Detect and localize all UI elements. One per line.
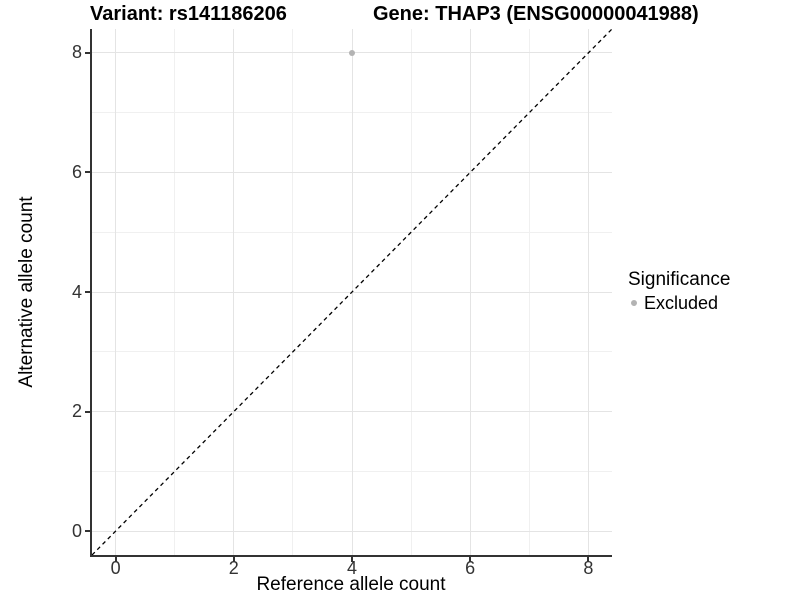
x-tick-label: 8 xyxy=(583,558,594,578)
y-tick-label: 0 xyxy=(71,520,82,541)
y-gridline-major xyxy=(92,530,612,532)
legend: Significance Excluded xyxy=(628,268,730,313)
x-tick-label: 6 xyxy=(465,558,476,578)
x-tick-label: 0 xyxy=(110,558,121,578)
legend-title: Significance xyxy=(628,269,731,290)
x-axis-tick xyxy=(232,557,235,562)
x-axis-title: Reference allele count xyxy=(256,574,446,595)
y-gridline-major xyxy=(92,171,612,173)
identity-reference-line xyxy=(92,29,612,555)
y-gridline-major xyxy=(92,411,612,413)
x-axis-tick xyxy=(587,557,590,562)
x-tick-label: 4 xyxy=(346,558,357,578)
x-axis-tick xyxy=(351,557,353,562)
x-tick-label: 2 xyxy=(228,558,239,578)
x-axis-tick xyxy=(469,557,472,562)
y-axis-tick xyxy=(85,530,90,533)
y-axis-tick xyxy=(85,171,90,174)
data-point xyxy=(349,49,355,56)
y-axis-title: Alternative allele count xyxy=(16,196,37,388)
variant-title: Variant: rs141186206 xyxy=(90,3,287,25)
y-tick-label: 6 xyxy=(71,161,82,182)
legend-item-excluded: Excluded xyxy=(628,293,730,313)
y-axis-tick xyxy=(85,291,90,293)
y-axis-tick xyxy=(85,410,90,413)
y-tick-label: 2 xyxy=(71,401,82,422)
legend-dot-icon xyxy=(631,300,637,306)
y-tick-label: 8 xyxy=(71,42,82,63)
y-tick-label: 4 xyxy=(71,281,82,302)
y-axis-tick xyxy=(85,51,90,54)
legend-item-label: Excluded xyxy=(644,293,719,313)
gene-title: Gene: THAP3 (ENSG00000041988) xyxy=(373,3,699,25)
x-axis-tick xyxy=(114,557,117,562)
plot-panel xyxy=(90,29,612,557)
